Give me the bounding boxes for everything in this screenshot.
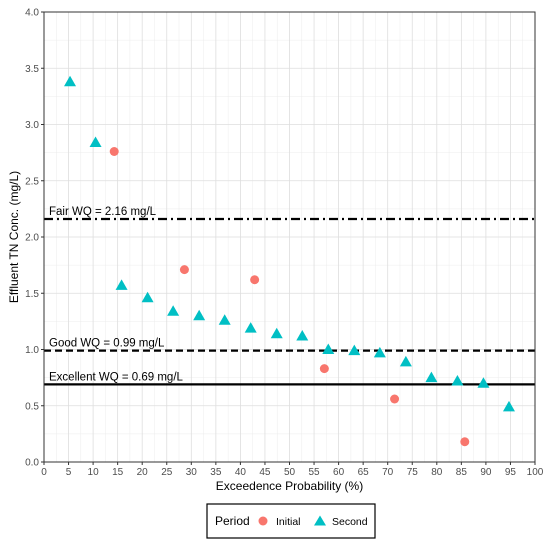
x-axis-title: Exceedence Probability (%) xyxy=(216,479,363,493)
x-tick-label: 90 xyxy=(480,467,492,478)
point-initial xyxy=(390,394,400,404)
x-tick-label: 80 xyxy=(431,467,443,478)
point-second xyxy=(322,343,335,354)
point-second xyxy=(296,330,309,341)
point-second xyxy=(193,309,206,321)
legend-marker-second xyxy=(314,515,326,526)
legend-label-initial: Initial xyxy=(276,516,301,528)
reference-line-label: Fair WQ = 2.16 mg/L xyxy=(49,206,157,218)
y-tick-label: 1.5 xyxy=(25,289,39,300)
point-initial xyxy=(250,275,260,285)
x-tick-label: 15 xyxy=(112,467,124,478)
point-second xyxy=(115,279,128,290)
x-tick-label: 50 xyxy=(284,467,296,478)
y-tick-label: 0.5 xyxy=(25,401,39,412)
y-axis-title: Effluent TN Conc. (mg/L) xyxy=(7,171,21,303)
point-second xyxy=(348,344,361,356)
legend-label-second: Second xyxy=(332,516,368,528)
x-tick-label: 85 xyxy=(456,467,468,478)
legend: Period Initial Second xyxy=(206,503,376,539)
y-tick-label: 2.0 xyxy=(25,233,39,244)
y-tick-label: 2.5 xyxy=(25,176,39,187)
x-tick-label: 45 xyxy=(259,467,271,478)
x-tick-label: 70 xyxy=(382,467,394,478)
x-tick-label: 30 xyxy=(186,467,198,478)
x-tick-label: 55 xyxy=(308,467,320,478)
point-second xyxy=(141,291,154,303)
legend-marker-initial xyxy=(258,516,268,526)
x-tick-label: 5 xyxy=(66,467,72,478)
point-second xyxy=(270,327,283,339)
point-second xyxy=(64,75,77,87)
x-tick-label: 95 xyxy=(505,467,517,478)
x-tick-label: 65 xyxy=(358,467,370,478)
x-axis-ticks: 0 5 10 15 20 25 30 35 40 45 50 55 60 65 70 75 80 85 90 95 10… xyxy=(41,462,544,478)
point-second xyxy=(218,314,231,325)
reference-line-label: Good WQ = 0.99 mg/L xyxy=(49,338,165,350)
point-second xyxy=(89,136,102,147)
point-second xyxy=(451,375,464,386)
point-initial xyxy=(319,364,329,374)
x-tick-label: 0 xyxy=(41,467,47,478)
reference-line-label: Excellent WQ = 0.69 mg/L xyxy=(49,371,184,383)
y-tick-label: 3.0 xyxy=(25,120,39,131)
point-second xyxy=(477,377,490,388)
major-gridlines xyxy=(43,11,536,463)
y-axis-ticks: 0.0 0.5 1.0 1.5 2.0 2.5 3.0 3.5 4.0 xyxy=(25,8,44,469)
y-tick-label: 1.0 xyxy=(25,345,39,356)
x-tick-label: 60 xyxy=(333,467,345,478)
y-tick-label: 0.0 xyxy=(25,458,39,469)
reference-lines: Fair WQ = 2.16 mg/L Good WQ = 0.99 mg/L Ex… xyxy=(44,206,535,386)
x-tick-label: 10 xyxy=(88,467,100,478)
y-tick-label: 4.0 xyxy=(25,8,39,19)
point-second xyxy=(399,355,412,367)
x-tick-label: 35 xyxy=(210,467,222,478)
legend-box xyxy=(206,503,376,539)
y-tick-label: 3.5 xyxy=(25,64,39,75)
x-tick-label: 100 xyxy=(527,467,544,478)
point-second xyxy=(502,400,515,412)
x-tick-label: 75 xyxy=(407,467,419,478)
point-second xyxy=(425,371,438,383)
x-tick-label: 25 xyxy=(161,467,173,478)
point-second xyxy=(167,305,180,316)
legend-title: Period xyxy=(215,514,250,528)
point-second xyxy=(373,346,386,358)
x-tick-label: 40 xyxy=(235,467,247,478)
data-points xyxy=(64,75,515,447)
point-second xyxy=(244,322,257,333)
x-tick-label: 20 xyxy=(137,467,149,478)
point-initial xyxy=(179,265,189,275)
point-initial xyxy=(109,147,119,156)
point-initial xyxy=(460,437,470,447)
